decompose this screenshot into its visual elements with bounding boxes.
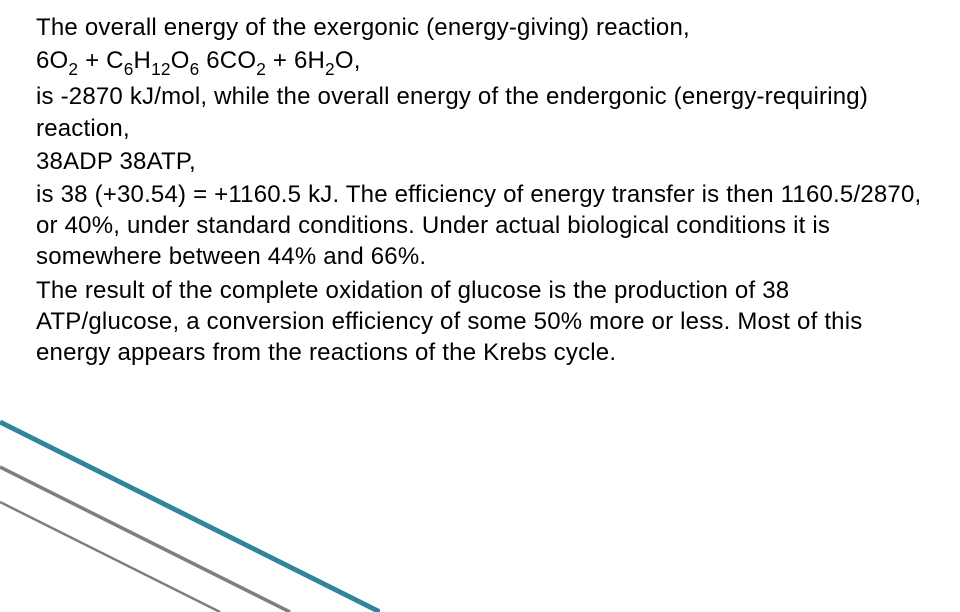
paragraph-line: is 38 (+30.54) = +1160.5 kJ. The efficie… (36, 179, 928, 273)
paragraph-line-formula: 6O2 + C6H12O6 6CO2 + 6H2O, (36, 45, 928, 79)
corner-decoration (0, 412, 380, 612)
paragraph-line: is -2870 kJ/mol, while the overall energ… (36, 81, 928, 143)
decoration-line-3 (0, 502, 220, 612)
text-block: The overall energy of the exergonic (ene… (0, 0, 960, 368)
paragraph-line: The result of the complete oxidation of … (36, 275, 928, 369)
decoration-line-1 (0, 422, 380, 612)
paragraph-line: 38ADP 38ATP, (36, 146, 928, 177)
decoration-line-2 (0, 467, 290, 612)
paragraph-line: The overall energy of the exergonic (ene… (36, 12, 928, 43)
